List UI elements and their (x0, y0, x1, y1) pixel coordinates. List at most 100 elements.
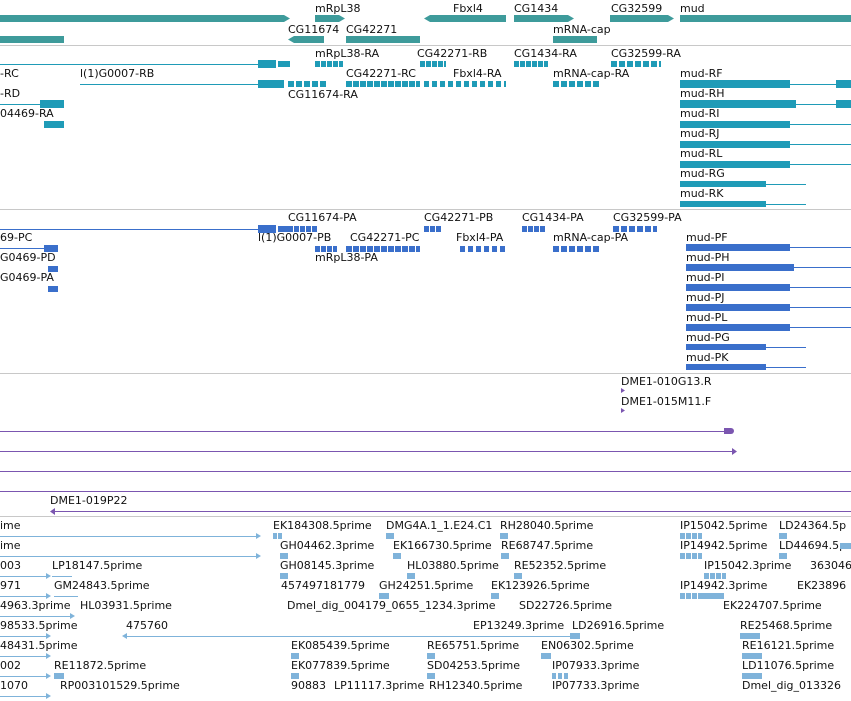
transcript-exon[interactable] (278, 61, 290, 67)
est-feature[interactable] (514, 573, 522, 579)
est-feature[interactable] (700, 593, 724, 599)
est-feature[interactable] (500, 533, 508, 539)
est-feature[interactable] (407, 573, 415, 579)
est-feature[interactable] (126, 636, 570, 637)
est-feature[interactable] (704, 573, 726, 579)
transcript-mrna-cap-ra[interactable] (553, 81, 599, 87)
est-feature[interactable] (0, 696, 48, 697)
est-feature[interactable] (0, 656, 48, 657)
gene-cg32599[interactable] (610, 15, 674, 22)
protein-mud-pl[interactable] (686, 324, 790, 331)
protein-cg11674-pa[interactable] (288, 226, 318, 232)
protein-mrna-cap-pa[interactable] (553, 246, 599, 252)
protein-fbxl4-pa[interactable] (460, 246, 506, 252)
est-feature[interactable] (0, 576, 48, 577)
transcript-cg42271-rc[interactable] (346, 81, 420, 87)
est-feature[interactable] (291, 653, 299, 659)
clone-span[interactable] (0, 471, 851, 472)
est-feature[interactable] (393, 553, 401, 559)
clone-end[interactable] (724, 428, 734, 434)
transcript-exon[interactable] (258, 60, 276, 68)
transcript-fbxl4-ra[interactable] (424, 81, 506, 87)
est-feature[interactable] (680, 593, 702, 599)
est-feature[interactable] (680, 553, 702, 559)
gene-cg1434[interactable] (514, 15, 574, 22)
transcript-cg42271-rb[interactable] (420, 61, 446, 67)
clone-arrow[interactable] (621, 388, 625, 393)
est-feature[interactable] (280, 553, 288, 559)
est-feature[interactable] (0, 676, 48, 677)
protein-exon[interactable] (48, 286, 58, 292)
transcript-mud-rl[interactable] (680, 161, 790, 168)
est-feature[interactable] (570, 633, 580, 639)
transcript-cg11674-ra[interactable] (288, 81, 328, 87)
transcript-mud-rf[interactable] (680, 80, 790, 88)
gene-mrna-cap[interactable] (553, 36, 597, 43)
est-feature[interactable] (386, 533, 394, 539)
protein-mud-pi[interactable] (686, 284, 790, 291)
est-feature[interactable] (680, 533, 702, 539)
est-feature[interactable] (273, 533, 283, 539)
transcript-cg1434-ra[interactable] (514, 61, 548, 67)
protein-cg42271-pc[interactable] (346, 246, 420, 252)
protein-mrpl38-pa[interactable] (315, 246, 337, 252)
est-feature[interactable] (840, 543, 851, 549)
est-feature[interactable] (491, 593, 499, 599)
est-feature[interactable] (779, 533, 787, 539)
protein-exon[interactable] (258, 225, 276, 233)
transcript-exon[interactable] (258, 80, 284, 88)
protein-mud-pk[interactable] (686, 364, 766, 370)
clone-span[interactable] (0, 491, 851, 492)
gene-mrpl38[interactable] (315, 15, 345, 22)
protein-mud-pj[interactable] (686, 304, 790, 311)
protein-cg1434-pa[interactable] (522, 226, 546, 232)
est-feature[interactable] (427, 653, 435, 659)
est-feature[interactable] (52, 576, 72, 577)
est-feature[interactable] (54, 596, 78, 597)
est-feature[interactable] (427, 673, 435, 679)
est-feature[interactable] (291, 673, 299, 679)
est-feature[interactable] (740, 633, 760, 639)
est-feature[interactable] (0, 616, 72, 617)
est-feature[interactable] (379, 593, 389, 599)
transcript-mud-rg[interactable] (680, 181, 766, 187)
protein-cg32599-pa[interactable] (613, 226, 657, 232)
protein-mud-ph[interactable] (686, 264, 794, 271)
est-feature[interactable] (0, 596, 48, 597)
est-feature[interactable] (742, 673, 762, 679)
est-feature[interactable] (0, 556, 258, 557)
clone-arrow[interactable] (621, 408, 625, 413)
transcript-mud-rj[interactable] (680, 141, 790, 148)
est-feature[interactable] (541, 653, 551, 659)
transcript-mud-ri[interactable] (680, 121, 790, 128)
clone-span[interactable] (0, 431, 726, 432)
gene-feature[interactable] (0, 15, 290, 22)
est-feature[interactable] (54, 673, 64, 679)
gene-feature[interactable] (0, 36, 64, 43)
transcript-mud-rk[interactable] (680, 201, 766, 207)
transcript-exon[interactable] (44, 121, 64, 128)
est-feature[interactable] (0, 536, 258, 537)
gene-cg11674[interactable] (288, 36, 324, 43)
transcript-mud-rh[interactable] (680, 100, 796, 108)
protein-exon[interactable] (44, 245, 58, 252)
protein-exon[interactable] (278, 226, 288, 232)
transcript-exon[interactable] (836, 100, 851, 108)
gene-fbxl4[interactable] (424, 15, 506, 22)
transcript-mrpl38-ra[interactable] (315, 61, 343, 67)
transcript-exon[interactable] (836, 80, 851, 88)
protein-cg42271-pb[interactable] (424, 226, 442, 232)
clone-span[interactable] (0, 451, 734, 452)
est-feature[interactable] (742, 653, 762, 659)
protein-mud-pf[interactable] (686, 244, 790, 251)
protein-mud-pg[interactable] (686, 344, 766, 350)
est-feature[interactable] (501, 553, 509, 559)
est-feature[interactable] (280, 573, 288, 579)
clone-span[interactable] (54, 511, 851, 512)
est-feature[interactable] (779, 553, 787, 559)
protein-exon[interactable] (48, 266, 58, 272)
est-feature[interactable] (552, 673, 570, 679)
gene-mud[interactable] (680, 15, 851, 22)
est-feature[interactable] (0, 636, 48, 637)
gene-cg42271[interactable] (346, 36, 420, 43)
